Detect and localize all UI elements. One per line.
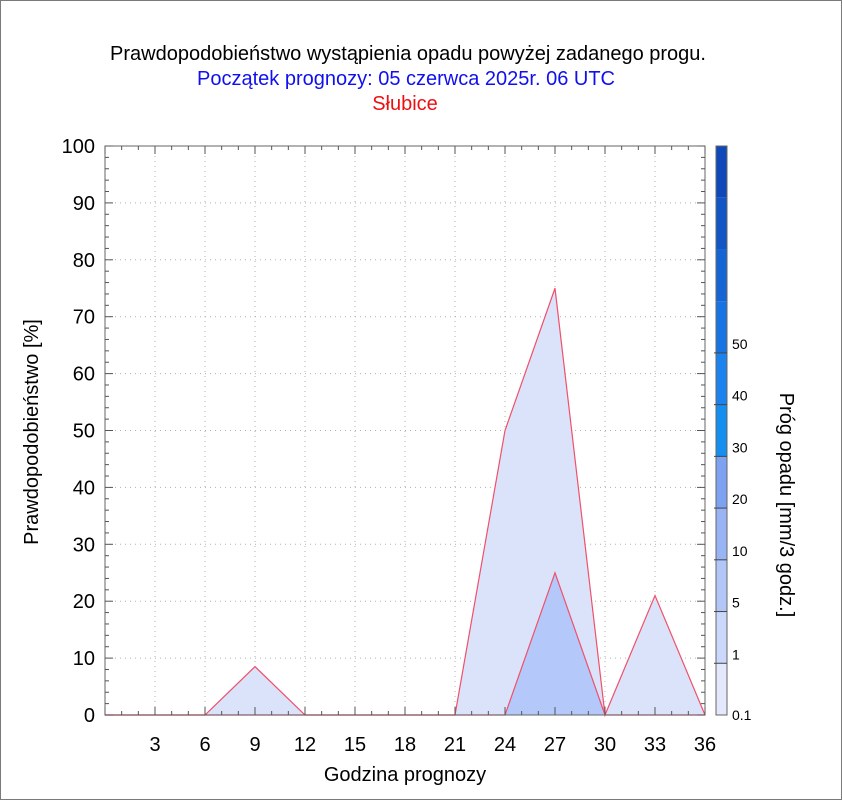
grid bbox=[105, 146, 705, 715]
x-tick-label: 3 bbox=[149, 734, 160, 756]
y-axis-ticks: 0 10 20 30 40 50 60 70 80 90 100 bbox=[62, 136, 705, 727]
colorbar-tick-label: 40 bbox=[732, 388, 748, 404]
colorbar-segment bbox=[716, 611, 727, 664]
colorbar-segment bbox=[716, 146, 727, 198]
y-tick-label: 0 bbox=[84, 705, 95, 727]
colorbar: 0.1 1 5 10 20 30 40 50 bbox=[714, 145, 752, 723]
colorbar-tick-label: 50 bbox=[732, 336, 748, 352]
colorbar-segment bbox=[716, 301, 727, 353]
colorbar-border bbox=[715, 145, 728, 716]
colorbar-segment bbox=[716, 352, 727, 405]
x-tick-label: 27 bbox=[544, 734, 566, 756]
y-tick-label: 50 bbox=[73, 421, 95, 443]
y-tick-label: 40 bbox=[73, 477, 95, 499]
y-tick-label: 20 bbox=[73, 591, 95, 613]
x-tick-label: 30 bbox=[594, 734, 616, 756]
y-tick-label: 10 bbox=[73, 648, 95, 670]
colorbar-tick-label: 1 bbox=[732, 646, 740, 662]
colorbar-segment bbox=[716, 404, 727, 457]
x-tick-label: 6 bbox=[199, 734, 210, 756]
colorbar-segment bbox=[716, 663, 727, 715]
colorbar-tick-label: 10 bbox=[732, 543, 748, 559]
y-axis-label: Prawdopodobieństwo [%] bbox=[21, 319, 43, 545]
x-tick-label: 18 bbox=[394, 734, 416, 756]
x-tick-label: 33 bbox=[644, 734, 666, 756]
chart-subtitle: Początek prognozy: 05 czerwca 2025r. 06 … bbox=[197, 68, 615, 90]
colorbar-label: Próg opadu [mm/3 godz.] bbox=[775, 393, 797, 618]
colorbar-tick-label: 30 bbox=[732, 439, 748, 455]
y-tick-label: 90 bbox=[73, 193, 95, 215]
x-axis-label: Godzina prognozy bbox=[324, 764, 486, 786]
x-tick-label: 15 bbox=[344, 734, 366, 756]
colorbar-tick-label: 5 bbox=[732, 595, 740, 611]
colorbar-segment bbox=[716, 456, 727, 509]
colorbar-tick-label: 0.1 bbox=[732, 707, 752, 723]
x-tick-label: 9 bbox=[249, 734, 260, 756]
y-tick-label: 70 bbox=[73, 307, 95, 329]
x-tick-label: 24 bbox=[494, 734, 516, 756]
colorbar-segment bbox=[716, 249, 727, 302]
x-tick-label: 36 bbox=[694, 734, 716, 756]
chart-location: Słubice bbox=[372, 93, 438, 115]
y-tick-label: 100 bbox=[62, 136, 95, 158]
colorbar-segment bbox=[716, 508, 727, 560]
series-area-1 bbox=[105, 572, 705, 715]
y-tick-label: 80 bbox=[73, 250, 95, 272]
x-tick-label: 21 bbox=[444, 734, 466, 756]
colorbar-tick-label: 20 bbox=[732, 491, 748, 507]
chart-title: Prawdopodobieństwo wystąpienia opadu pow… bbox=[110, 43, 706, 65]
x-axis-ticks: 3 6 9 12 15 18 21 24 27 30 33 36 bbox=[104, 146, 716, 756]
colorbar-segment bbox=[716, 197, 727, 250]
y-tick-label: 30 bbox=[73, 534, 95, 556]
x-tick-label: 12 bbox=[294, 734, 316, 756]
colorbar-segment bbox=[716, 559, 727, 612]
y-tick-label: 60 bbox=[73, 364, 95, 386]
